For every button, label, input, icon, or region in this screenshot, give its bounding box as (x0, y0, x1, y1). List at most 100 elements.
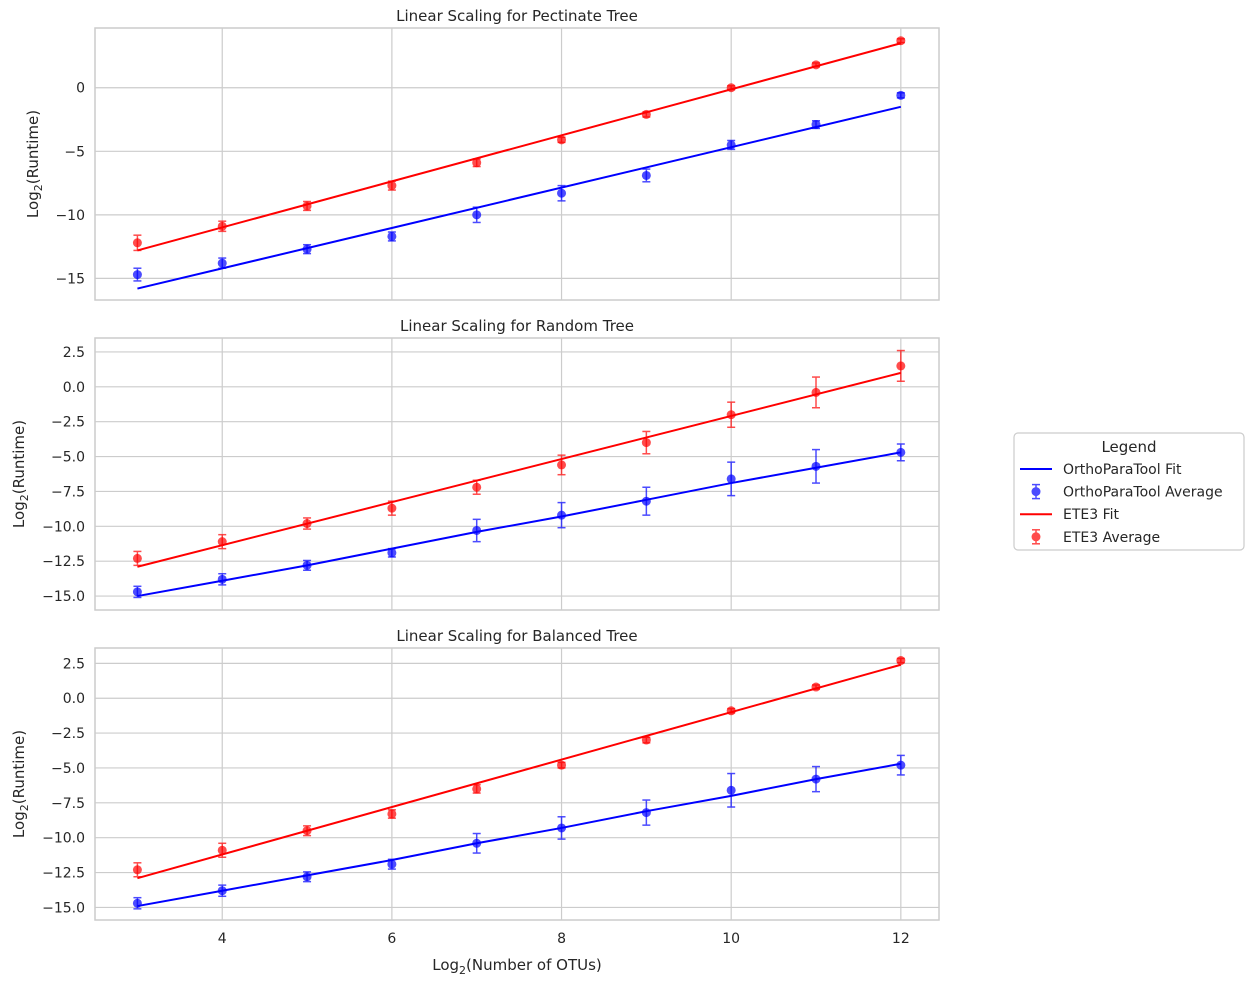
plot-area (95, 338, 939, 610)
y-axis-label: Log2(Runtime) (10, 730, 31, 838)
data-point (472, 784, 482, 794)
data-point (302, 244, 312, 254)
x-tick-label: 12 (892, 931, 910, 947)
fit-line (137, 371, 902, 568)
x-tick-label: 10 (722, 931, 740, 947)
data-point (641, 735, 651, 745)
axes-frame (94, 337, 940, 611)
data-point (217, 258, 227, 268)
panel-title: Linear Scaling for Pectinate Tree (396, 7, 638, 25)
y-axis-label: Log2(Runtime) (24, 110, 45, 218)
data-point (811, 461, 821, 471)
x-axis-label: Log2(Number of OTUs) (432, 956, 602, 977)
axes-frame (94, 27, 940, 301)
fit-line (137, 42, 902, 252)
y-tick-label: −12.5 (42, 554, 85, 570)
data-point (387, 548, 397, 558)
data-point (896, 656, 906, 666)
data-point (726, 83, 736, 93)
legend-label: ETE3 Fit (1063, 507, 1120, 523)
data-point (387, 859, 397, 869)
data-point (132, 865, 142, 875)
y-tick-label: 0.0 (63, 691, 85, 707)
legend-box (1013, 432, 1245, 551)
data-point (472, 210, 482, 220)
data-point (726, 140, 736, 150)
data-point (472, 158, 482, 168)
y-tick-label: 0.0 (63, 380, 85, 396)
legend-marker-swatch (1031, 529, 1041, 545)
data-point (387, 231, 397, 241)
y-tick-label: −15.0 (42, 589, 85, 605)
data-point (726, 706, 736, 716)
data-point (557, 823, 567, 833)
data-point (641, 109, 651, 119)
legend-label: OrthoParaTool Fit (1063, 462, 1182, 478)
data-point (811, 60, 821, 70)
data-point (472, 838, 482, 848)
y-tick-label: −7.5 (51, 484, 85, 500)
data-point (302, 560, 312, 570)
data-point (302, 872, 312, 882)
data-point (811, 682, 821, 692)
y-axis-label: Log2(Runtime) (10, 420, 31, 528)
data-point (811, 774, 821, 784)
data-point (726, 785, 736, 795)
panel-3: −15.0 −12.5 −10.0 −7.5 −5.0 −2.5 0.0 2.5 Linear … (10, 627, 940, 977)
panel-1: −15 −10 −5 0 Linear Scaling for Pectinate Tr… (24, 7, 940, 301)
data-point (132, 270, 142, 280)
y-tick-label: −12.5 (42, 866, 85, 882)
data-point (217, 845, 227, 855)
data-point (217, 574, 227, 584)
data-point (557, 510, 567, 520)
x-tick-label: 6 (387, 931, 396, 947)
data-point (726, 410, 736, 420)
data-point (896, 760, 906, 770)
data-point (641, 170, 651, 180)
data-point (641, 496, 651, 506)
legend-title: Legend (1101, 438, 1156, 456)
data-point (217, 537, 227, 547)
y-tick-label: 2.5 (63, 656, 85, 672)
data-point (387, 503, 397, 513)
panel-2: −15.0 −12.5 −10.0 −7.5 −5.0 −2.5 0.0 2.5 Linear … (10, 317, 940, 611)
y-tick-label: −2.5 (51, 415, 85, 431)
fit-line (137, 105, 902, 290)
panel-title: Linear Scaling for Balanced Tree (396, 627, 637, 645)
data-point (387, 809, 397, 819)
fit-line (137, 451, 902, 598)
data-point (472, 525, 482, 535)
data-point (896, 90, 906, 100)
axes-frame (94, 647, 940, 921)
fit-line (137, 663, 902, 880)
panel-title: Linear Scaling for Random Tree (400, 317, 634, 335)
fit-line (137, 762, 902, 908)
data-point (896, 447, 906, 457)
data-point (132, 238, 142, 248)
y-tick-label: −15.0 (42, 900, 85, 916)
plot-area (95, 28, 939, 300)
data-point (472, 482, 482, 492)
y-tick-label: −15 (55, 271, 85, 287)
data-point (217, 221, 227, 231)
y-tick-label: −10 (55, 208, 85, 224)
data-point (896, 36, 906, 46)
legend: Legend OrthoParaTool Fit OrthoParaTool Ave… (1013, 432, 1245, 551)
data-point (811, 387, 821, 397)
data-point (217, 886, 227, 896)
data-point (641, 808, 651, 818)
data-point (387, 181, 397, 191)
data-point (811, 120, 821, 130)
legend-label: OrthoParaTool Average (1063, 485, 1223, 501)
legend-label: ETE3 Average (1063, 530, 1160, 546)
data-point (557, 135, 567, 145)
data-point (132, 898, 142, 908)
data-point (641, 438, 651, 448)
y-tick-label: −5.0 (51, 450, 85, 466)
y-tick-label: −5 (64, 144, 85, 160)
y-tick-label: −2.5 (51, 726, 85, 742)
y-tick-label: −10.0 (42, 831, 85, 847)
data-point (302, 826, 312, 836)
data-point (132, 587, 142, 597)
y-tick-label: −10.0 (42, 519, 85, 535)
